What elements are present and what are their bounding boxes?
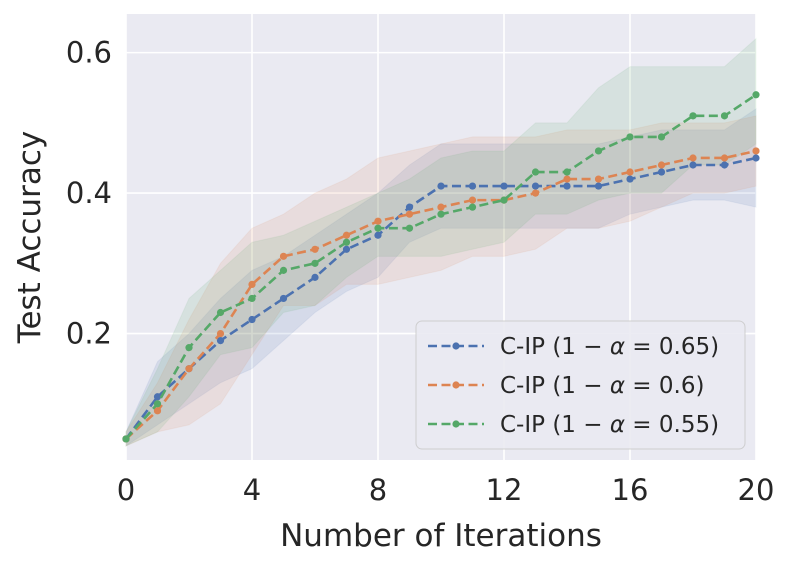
data-point <box>531 189 540 197</box>
data-point <box>500 196 508 204</box>
data-point <box>216 329 225 338</box>
x-tick-label: 8 <box>369 473 387 507</box>
series-1 <box>122 154 760 443</box>
data-point <box>468 182 477 190</box>
data-point <box>500 182 508 190</box>
data-point <box>437 182 445 190</box>
data-point <box>468 203 477 211</box>
data-point <box>153 393 162 401</box>
data-point <box>594 147 603 155</box>
data-point <box>626 133 634 141</box>
confidence-band-series-3 <box>125 37 757 447</box>
data-point <box>594 175 603 183</box>
data-point <box>626 168 634 176</box>
data-point <box>720 154 729 162</box>
data-point <box>563 182 571 190</box>
data-point <box>563 168 571 176</box>
legend-label: C-IP (1 − α = 0.55) <box>500 412 719 438</box>
data-point <box>342 231 351 239</box>
x-tick-label: 20 <box>738 473 775 507</box>
data-point <box>752 154 760 162</box>
data-point <box>468 196 477 204</box>
series-lines <box>122 91 760 443</box>
data-point <box>248 315 256 324</box>
data-point <box>374 224 382 232</box>
data-point <box>185 365 193 373</box>
x-tick-label: 4 <box>243 473 261 507</box>
data-point <box>153 407 162 415</box>
data-point <box>279 252 288 260</box>
x-tick-label: 16 <box>612 473 649 507</box>
y-tick-label: 0.6 <box>66 36 112 70</box>
series-2 <box>122 147 760 443</box>
x-tick-label: 0 <box>117 473 135 507</box>
y-tick-label: 0.4 <box>66 176 112 210</box>
data-point <box>279 266 288 274</box>
data-point <box>405 224 414 232</box>
data-point <box>311 245 319 253</box>
data-point <box>311 259 319 267</box>
confidence-band-series-2 <box>125 115 757 447</box>
data-point <box>153 400 162 408</box>
data-point <box>279 294 288 303</box>
data-point <box>405 210 414 218</box>
legend-entry-1: C-IP (1 − α = 0.65) <box>428 334 719 360</box>
legend-marker <box>452 381 460 389</box>
data-point <box>689 112 697 120</box>
legend-marker <box>452 342 460 350</box>
legend-label: C-IP (1 − α = 0.6) <box>500 373 704 399</box>
data-point <box>752 147 760 155</box>
data-point <box>437 203 445 211</box>
confidence-band-series-1 <box>125 107 757 447</box>
data-point <box>531 168 540 176</box>
series-3 <box>122 91 760 443</box>
data-point <box>689 161 697 169</box>
data-point <box>720 161 729 169</box>
data-point <box>405 203 414 211</box>
data-point <box>594 182 603 190</box>
data-point <box>122 435 130 443</box>
data-point <box>531 182 540 190</box>
data-point <box>342 238 351 246</box>
data-point <box>689 154 697 162</box>
data-point <box>216 308 225 317</box>
tick-labels: 0 4 8 12 16 20 0.2 0.4 0.6 <box>66 36 775 507</box>
data-point <box>311 273 319 281</box>
data-point <box>185 344 193 352</box>
data-point <box>374 231 382 239</box>
data-point <box>657 161 666 169</box>
data-point <box>752 91 760 99</box>
legend-entry-3: C-IP (1 − α = 0.55) <box>428 412 719 438</box>
data-point <box>248 294 256 303</box>
data-point <box>563 175 571 183</box>
y-axis-label: Test Accuracy <box>12 131 48 344</box>
confidence-bands <box>125 37 757 447</box>
data-point <box>342 245 351 253</box>
data-point <box>720 112 729 120</box>
x-axis-label: Number of Iterations <box>280 518 602 554</box>
data-point <box>437 210 445 218</box>
y-tick-label: 0.2 <box>66 317 112 351</box>
legend: C-IP (1 − α = 0.65) C-IP (1 − α = 0.6) C-I… <box>415 320 746 450</box>
x-tick-label: 12 <box>486 473 523 507</box>
data-point <box>248 280 256 289</box>
data-point <box>374 217 382 225</box>
legend-entry-2: C-IP (1 − α = 0.6) <box>428 373 704 399</box>
legend-marker <box>452 420 460 428</box>
data-point <box>657 133 666 141</box>
data-point <box>626 175 634 183</box>
legend-label: C-IP (1 − α = 0.65) <box>500 334 719 360</box>
data-point <box>657 168 666 176</box>
data-point <box>216 336 225 345</box>
legend-box <box>415 320 746 450</box>
